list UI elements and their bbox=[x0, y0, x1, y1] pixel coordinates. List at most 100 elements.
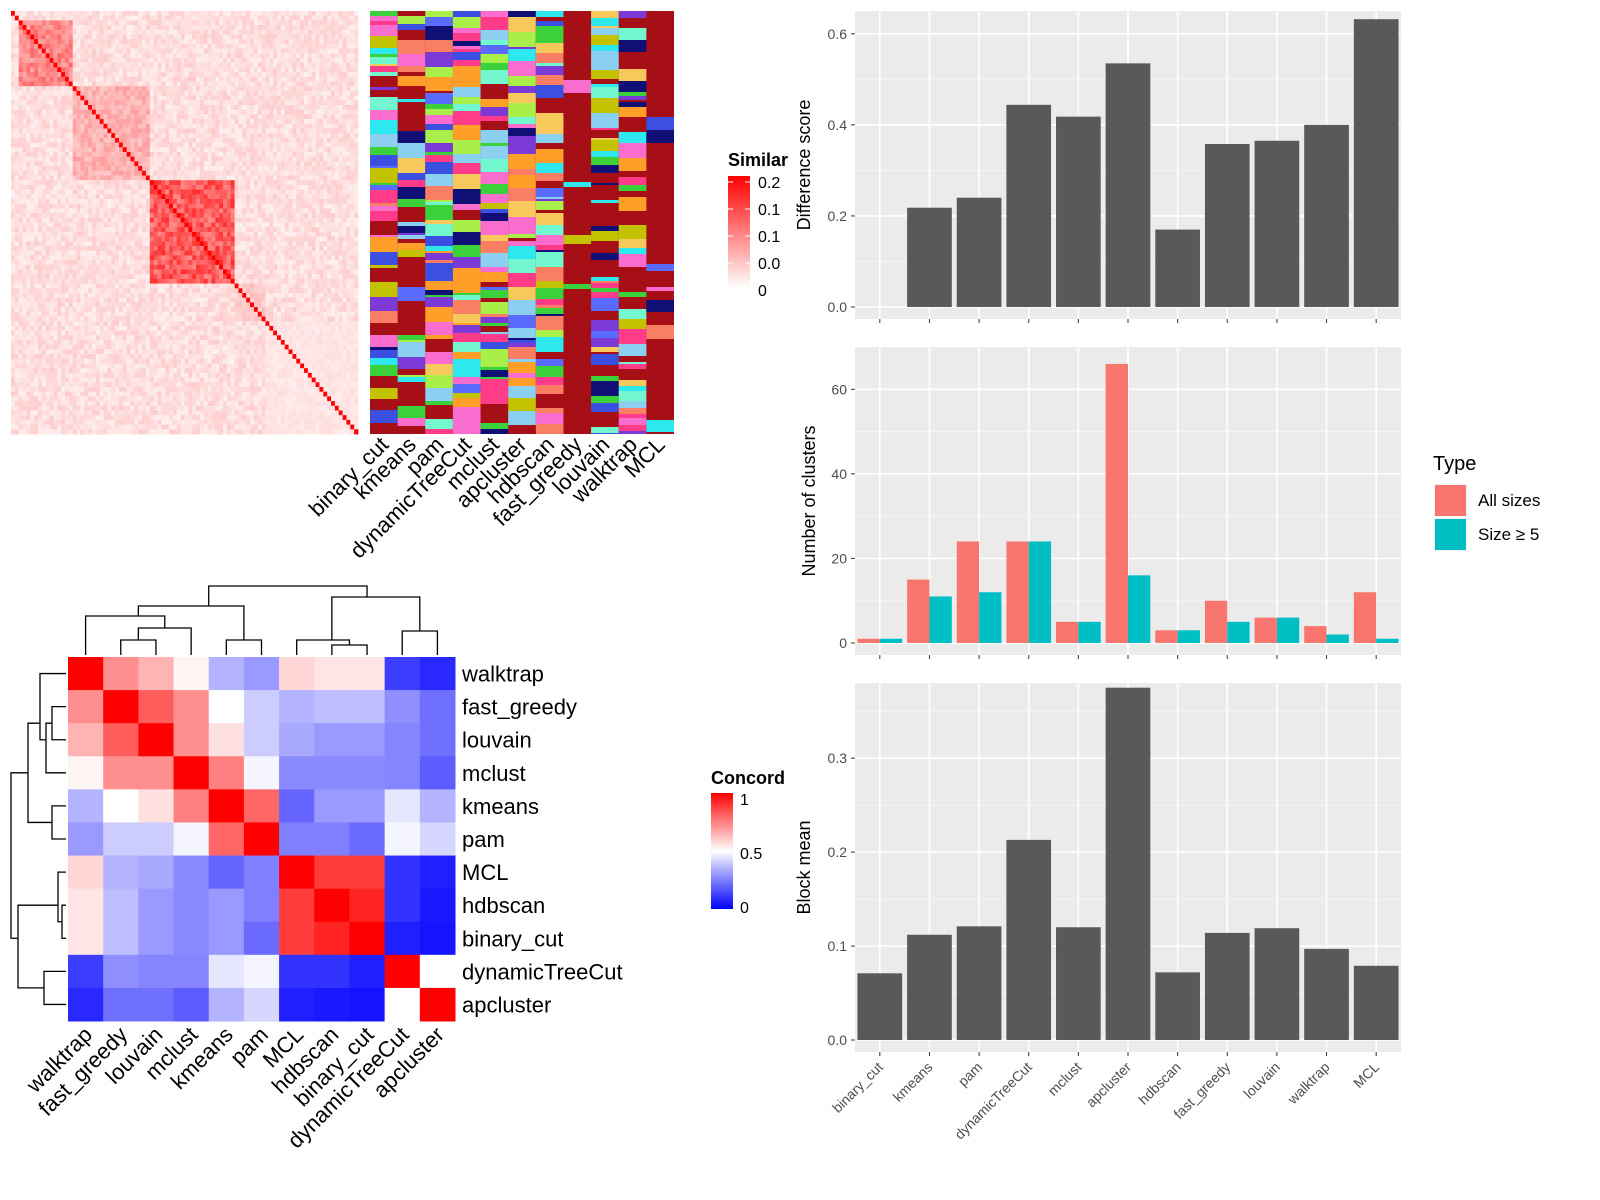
heatmap-cell bbox=[45, 180, 50, 186]
heatmap-cell bbox=[196, 241, 201, 247]
heatmap-cell bbox=[11, 15, 16, 21]
heatmap-cell bbox=[192, 269, 197, 275]
heatmap-cell bbox=[76, 189, 81, 195]
heatmap-cell bbox=[315, 11, 320, 17]
heatmap-cell bbox=[76, 137, 81, 143]
heatmap-cell bbox=[311, 199, 316, 205]
heatmap-cell bbox=[169, 269, 174, 275]
heatmap-cell bbox=[288, 189, 293, 195]
heatmap-cell bbox=[49, 137, 54, 143]
heatmap-cell bbox=[169, 76, 174, 82]
heatmap-cell bbox=[207, 147, 212, 153]
heatmap-cell bbox=[118, 222, 124, 228]
heatmap-cell bbox=[350, 222, 355, 228]
heatmap-cell bbox=[169, 109, 174, 115]
heatmap-cell bbox=[34, 199, 39, 205]
heatmap-cell bbox=[130, 15, 135, 21]
heatmap-cell bbox=[84, 231, 89, 237]
heatmap-cell bbox=[84, 189, 89, 195]
heatmap-cell bbox=[138, 213, 143, 219]
heatmap-cell bbox=[111, 142, 116, 148]
heatmap-cell bbox=[327, 20, 332, 26]
heatmap-cell bbox=[273, 260, 278, 266]
heatmap-cell bbox=[130, 208, 135, 214]
heatmap-cell bbox=[288, 86, 293, 92]
heatmap-cell bbox=[134, 90, 139, 96]
heatmap-cell bbox=[338, 147, 343, 153]
heatmap-cell bbox=[234, 152, 239, 158]
heatmap-cell bbox=[34, 217, 39, 223]
heatmap-cell bbox=[230, 231, 236, 237]
heatmap-cell bbox=[72, 180, 77, 186]
heatmap-cell bbox=[319, 189, 324, 195]
heatmap-cell bbox=[11, 48, 16, 54]
heatmap-cell bbox=[49, 199, 54, 205]
heatmap-cell bbox=[277, 25, 282, 31]
heatmap-cell bbox=[253, 62, 259, 68]
heatmap-cell bbox=[22, 194, 27, 200]
heatmap-cell bbox=[107, 123, 112, 129]
heatmap-cell bbox=[176, 86, 182, 92]
heatmap-cell bbox=[219, 123, 224, 129]
heatmap-cell bbox=[88, 137, 93, 143]
heatmap-cell bbox=[157, 123, 162, 129]
heatmap-cell bbox=[338, 217, 343, 223]
heatmap-cell bbox=[14, 95, 20, 101]
heatmap-cell bbox=[153, 133, 158, 139]
heatmap-cell bbox=[284, 142, 289, 148]
heatmap-cell bbox=[354, 217, 359, 223]
heatmap-cell bbox=[111, 166, 116, 172]
heatmap-cell bbox=[331, 175, 336, 181]
heatmap-cell bbox=[172, 166, 178, 172]
heatmap-cell bbox=[338, 90, 343, 96]
heatmap-cell bbox=[277, 203, 282, 209]
heatmap-cell bbox=[91, 100, 97, 106]
heatmap-cell bbox=[311, 128, 316, 134]
heatmap-cell bbox=[211, 170, 216, 176]
heatmap-cell bbox=[304, 90, 309, 96]
heatmap-cell bbox=[76, 34, 81, 40]
heatmap-cell bbox=[269, 137, 274, 143]
heatmap-cell bbox=[238, 114, 243, 120]
heatmap-cell bbox=[176, 72, 182, 78]
heatmap-cell bbox=[72, 241, 77, 247]
heatmap-cell bbox=[219, 175, 224, 181]
heatmap-cell bbox=[84, 246, 89, 252]
heatmap-cell bbox=[157, 189, 162, 195]
heatmap-cell bbox=[284, 34, 289, 40]
heatmap-cell bbox=[149, 62, 155, 68]
heatmap-cell bbox=[26, 81, 31, 87]
heatmap-cell bbox=[184, 161, 189, 167]
heatmap-cell bbox=[37, 156, 43, 162]
heatmap-cell bbox=[76, 184, 81, 190]
heatmap-cell bbox=[323, 43, 328, 49]
heatmap-cell bbox=[238, 194, 243, 200]
heatmap-cell bbox=[192, 86, 197, 92]
heatmap-cell bbox=[37, 76, 43, 82]
heatmap-cell bbox=[350, 217, 355, 223]
heatmap-cell bbox=[277, 246, 282, 252]
heatmap-cell bbox=[149, 236, 155, 242]
heatmap-cell bbox=[284, 147, 289, 153]
heatmap-cell bbox=[253, 119, 259, 125]
heatmap-cell bbox=[250, 128, 255, 134]
heatmap-cell bbox=[346, 170, 351, 176]
heatmap-cell bbox=[145, 152, 151, 158]
heatmap-cell bbox=[53, 39, 58, 45]
heatmap-cell bbox=[37, 264, 43, 270]
heatmap-cell bbox=[242, 156, 247, 162]
heatmap-cell bbox=[122, 264, 128, 270]
heatmap-cell bbox=[45, 161, 50, 167]
heatmap-cell bbox=[192, 189, 197, 195]
heatmap-cell bbox=[203, 231, 209, 237]
heatmap-cell bbox=[196, 109, 201, 115]
heatmap-cell bbox=[134, 208, 139, 214]
heatmap-cell bbox=[269, 236, 274, 242]
heatmap-cell bbox=[265, 184, 270, 190]
heatmap-cell bbox=[41, 175, 47, 181]
heatmap-cell bbox=[273, 128, 278, 134]
heatmap-cell bbox=[342, 123, 347, 129]
heatmap-cell bbox=[115, 105, 120, 111]
heatmap-cell bbox=[153, 53, 158, 59]
heatmap-cell bbox=[273, 236, 278, 242]
